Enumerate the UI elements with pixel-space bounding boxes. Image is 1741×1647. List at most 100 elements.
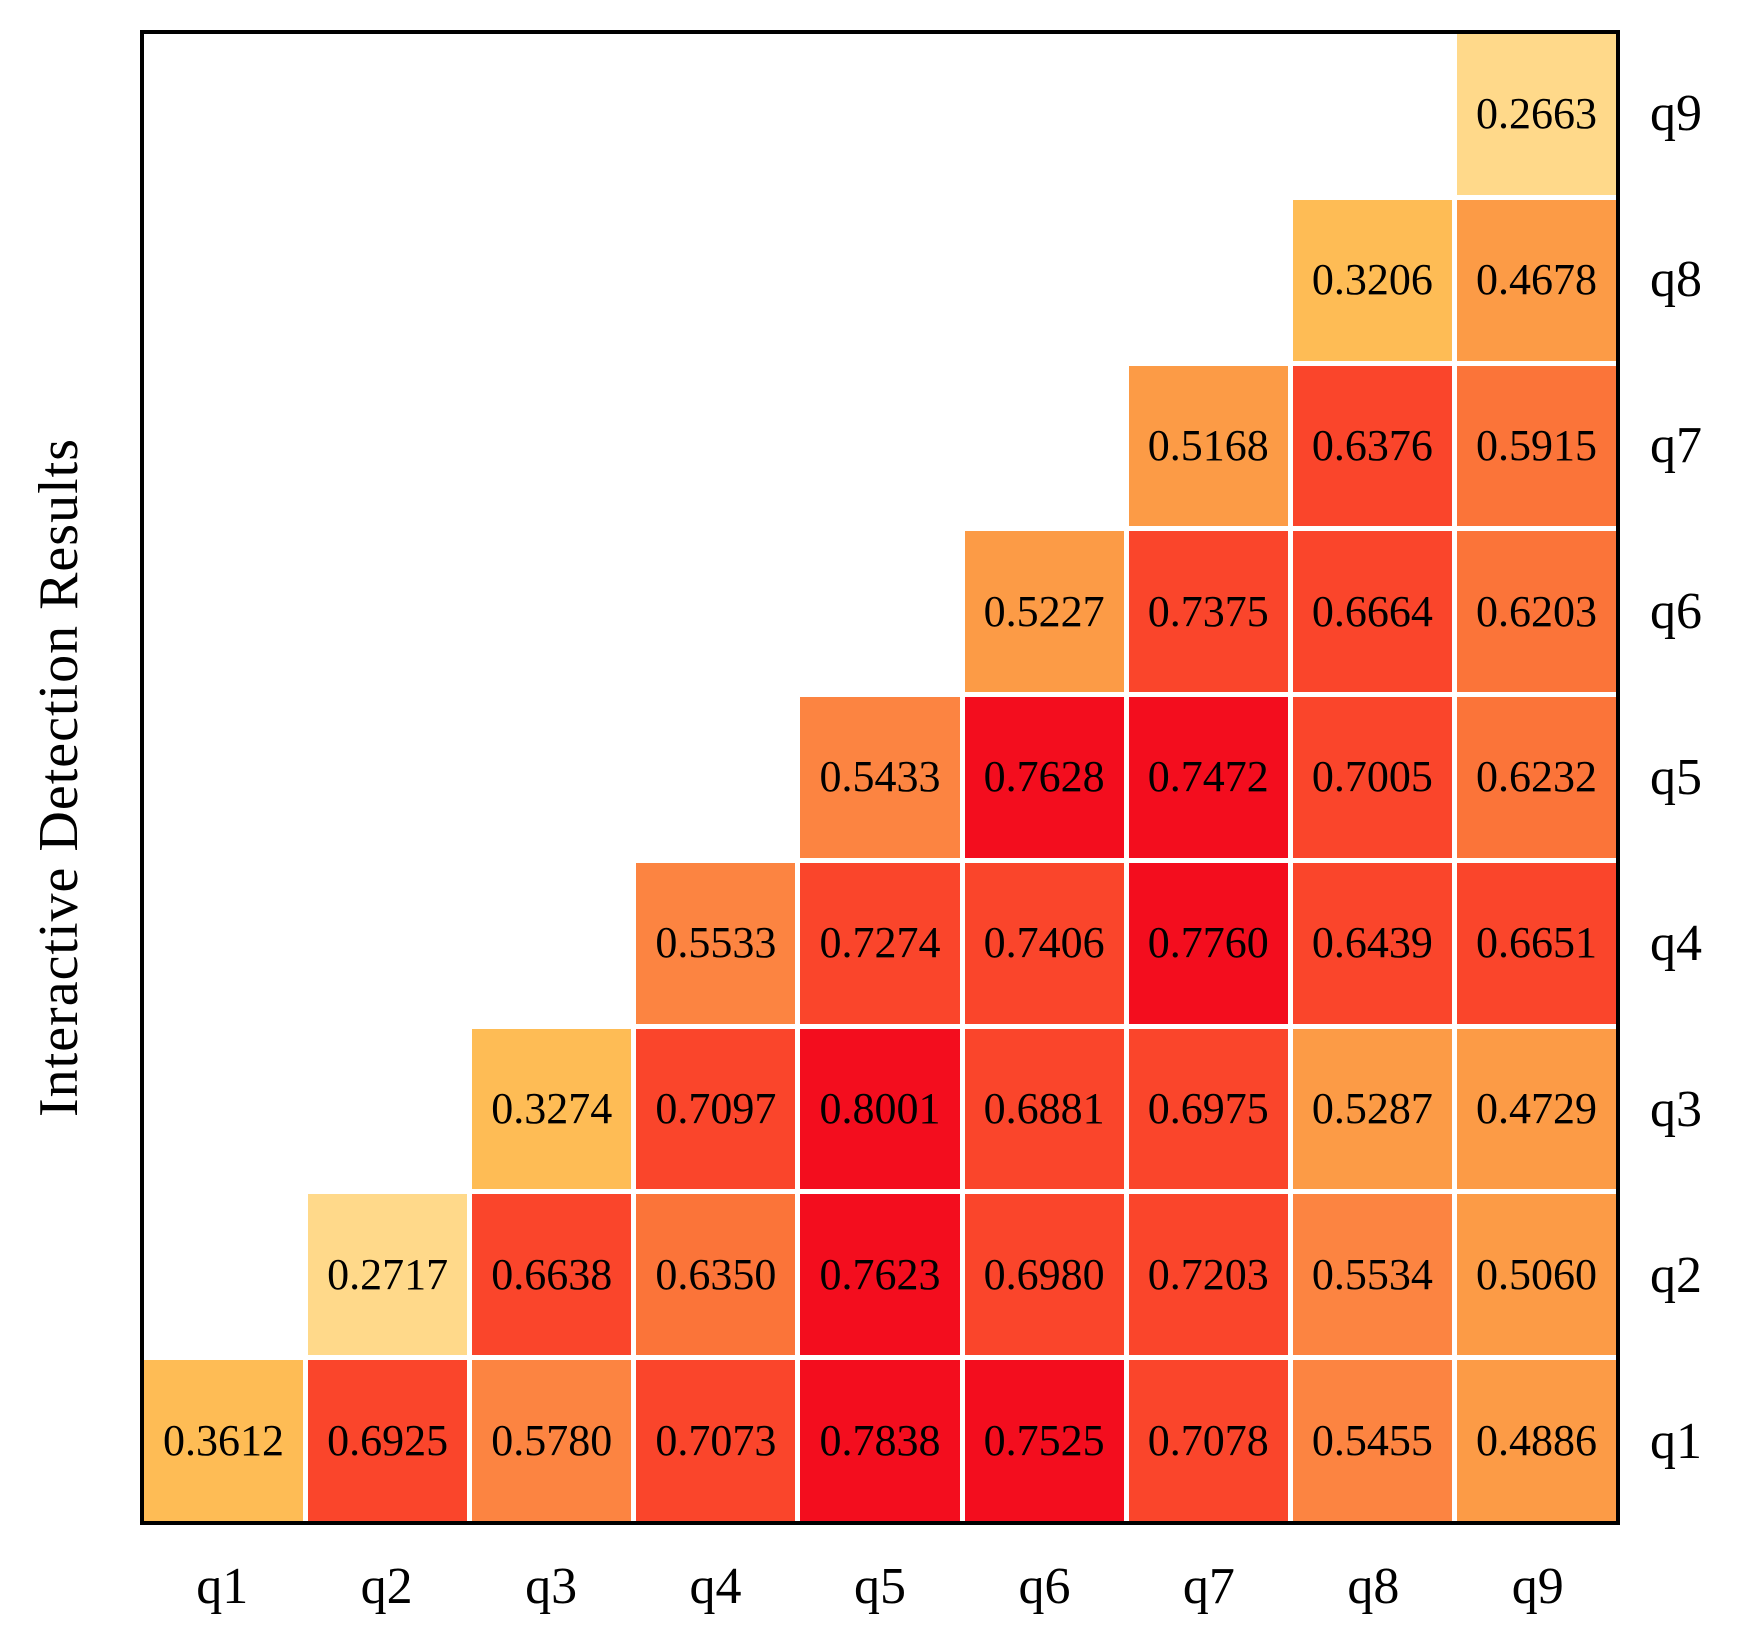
empty-cell [308,531,467,692]
empty-cell [472,531,631,692]
heatmap-cell-q9-q9: 0.2663 [1456,34,1616,195]
x-tick-labels: q1 q2 q3 q4 q5 q6 q7 q8 q9 [140,1527,1620,1645]
heatmap-cell-q2-q7: 0.7203 [1128,1194,1288,1356]
y-tick-label-q6: q6 [1650,582,1702,640]
heatmap-cell-q8-q9: 0.4678 [1456,199,1616,361]
heatmap-cell-q4-q6: 0.7406 [964,862,1124,1024]
empty-cell [144,863,303,1024]
heatmap-cell-q2-q6: 0.6980 [964,1194,1124,1356]
empty-cell [636,366,795,527]
empty-cell [308,863,467,1024]
empty-cell [472,366,631,527]
heatmap-cell-q3-q6: 0.6881 [964,1028,1124,1190]
y-axis-title: Interactive Detection Results [28,438,90,1117]
heatmap-cell-q6-q7: 0.7375 [1128,531,1288,693]
heatmap-cell-q2-q3: 0.6638 [472,1194,632,1356]
empty-cell [965,34,1124,195]
empty-cell [472,863,631,1024]
y-tick-label-q8: q8 [1650,250,1702,308]
empty-cell [308,200,467,361]
y-tick-label-q7: q7 [1650,416,1702,474]
heatmap-cell-q6-q8: 0.6664 [1292,531,1452,693]
heatmap-cell-q5-q6: 0.7628 [964,697,1124,858]
heatmap-cell-q4-q4: 0.5533 [636,862,796,1024]
y-tick-label-q9: q9 [1650,84,1702,142]
heatmap-grid: 0.2663 0.3206 0.4678 0.5168 0.6376 0.5915 0.52… [140,30,1620,1525]
empty-cell [800,34,959,195]
x-tick-label-q1: q1 [196,1557,249,1615]
heatmap-cell-q2-q2: 0.2717 [308,1194,468,1356]
x-tick-label-q8: q8 [1347,1557,1400,1615]
empty-cell [144,200,303,361]
empty-cell [1129,200,1288,361]
y-tick-label-q3: q3 [1650,1081,1702,1139]
heatmap-cell-q2-q9: 0.5060 [1456,1194,1616,1356]
heatmap-cell-q1-q7: 0.7078 [1128,1360,1288,1521]
empty-cell [636,531,795,692]
empty-cell [800,531,959,692]
y-tick-label-q4: q4 [1650,915,1702,973]
heatmap-cell-q1-q6: 0.7525 [964,1360,1124,1521]
empty-cell [636,34,795,195]
empty-cell [636,697,795,858]
heatmap-cell-q4-q7: 0.7760 [1128,862,1288,1024]
heatmap-cell-q7-q7: 0.5168 [1128,365,1288,527]
heatmap-cell-q7-q8: 0.6376 [1292,365,1452,527]
y-tick-label-q2: q2 [1650,1247,1702,1305]
heatmap-cell-q5-q9: 0.6232 [1456,697,1616,858]
heatmap-cell-q5-q8: 0.7005 [1292,697,1452,858]
heatmap-cell-q7-q9: 0.5915 [1456,365,1616,527]
heatmap-cell-q3-q3: 0.3274 [472,1028,632,1190]
empty-cell [965,200,1124,361]
empty-cell [636,200,795,361]
heatmap-cell-q6-q6: 0.5227 [964,531,1124,693]
y-tick-label-q1: q1 [1650,1413,1702,1471]
heatmap-cell-q3-q4: 0.7097 [636,1028,796,1190]
x-tick-label-q6: q6 [1018,1557,1071,1615]
empty-cell [308,34,467,195]
heatmap-cell-q1-q5: 0.7838 [800,1360,960,1521]
heatmap-cell-q1-q1: 0.3612 [144,1360,304,1521]
empty-cell [472,697,631,858]
heatmap-cell-q2-q4: 0.6350 [636,1194,796,1356]
heatmap-cell-q6-q9: 0.6203 [1456,531,1616,693]
empty-cell [1293,34,1452,195]
empty-cell [144,1194,303,1355]
heatmap-cell-q5-q5: 0.5433 [800,697,960,858]
heatmap-cell-q3-q9: 0.4729 [1456,1028,1616,1190]
empty-cell [144,531,303,692]
empty-cell [800,366,959,527]
heatmap-cell-q4-q9: 0.6651 [1456,862,1616,1024]
heatmap-cell-q3-q8: 0.5287 [1292,1028,1452,1190]
heatmap-cell-q2-q5: 0.7623 [800,1194,960,1356]
heatmap-cell-q4-q5: 0.7274 [800,862,960,1024]
heatmap-cell-q3-q5: 0.8001 [800,1028,960,1190]
heatmap-cell-q4-q8: 0.6439 [1292,862,1452,1024]
empty-cell [144,366,303,527]
heatmap-cell-q1-q9: 0.4886 [1456,1360,1616,1521]
heatmap-cell-q2-q8: 0.5534 [1292,1194,1452,1356]
heatmap-cell-q8-q8: 0.3206 [1292,199,1452,361]
y-tick-labels: q9 q8 q7 q6 q5 q4 q3 q2 q1 [1632,30,1741,1525]
empty-cell [144,34,303,195]
heatmap-cell-q1-q3: 0.5780 [472,1360,632,1521]
empty-cell [965,366,1124,527]
y-tick-label-q5: q5 [1650,748,1702,806]
x-tick-label-q4: q4 [689,1557,742,1615]
x-tick-label-q2: q2 [360,1557,413,1615]
empty-cell [308,1029,467,1190]
empty-cell [472,200,631,361]
empty-cell [1129,34,1288,195]
empty-cell [308,697,467,858]
x-tick-label-q5: q5 [853,1557,906,1615]
heatmap-cell-q1-q2: 0.6925 [308,1360,468,1521]
heatmap-cell-q1-q4: 0.7073 [636,1360,796,1521]
empty-cell [144,697,303,858]
heatmap-cell-q3-q7: 0.6975 [1128,1028,1288,1190]
empty-cell [308,366,467,527]
heatmap-cell-q1-q8: 0.5455 [1292,1360,1452,1521]
empty-cell [144,1029,303,1190]
empty-cell [800,200,959,361]
x-tick-label-q7: q7 [1182,1557,1235,1615]
